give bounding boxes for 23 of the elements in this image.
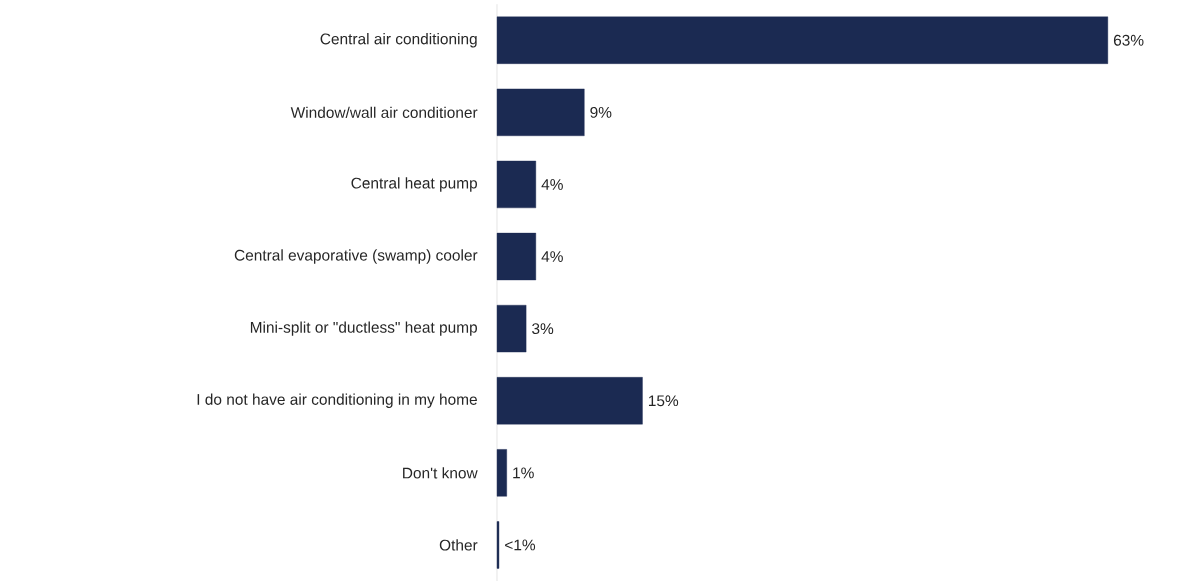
data-label: 3% (532, 323, 554, 335)
y-tick-label: I do not have air conditioning in my home (197, 393, 477, 408)
y-tick-label: Central heat pump (351, 177, 478, 192)
bar (496, 377, 643, 425)
y-tick-label: Don't know (403, 467, 478, 479)
bar (496, 88, 585, 136)
y-tick-label: Central air conditioning (320, 32, 477, 48)
bar (496, 232, 537, 281)
y-tick-label: Central evaporative (swamp) cooler (234, 249, 478, 264)
data-label: 1% (513, 467, 534, 479)
data-label: 4% (541, 178, 563, 190)
bar (496, 160, 537, 208)
data-label: <1% (505, 539, 536, 551)
data-label: 63% (1113, 34, 1144, 46)
bar (496, 304, 527, 353)
bar (496, 16, 1109, 64)
data-label: 9% (590, 106, 612, 118)
y-tick-label: Mini-split or "ductless" heat pump (250, 321, 477, 336)
bar (496, 449, 507, 497)
y-tick-label: Other (439, 539, 478, 551)
y-tick-label: Window/wall air conditioner (290, 106, 478, 118)
data-label: 4% (541, 251, 563, 262)
data-label: 15% (648, 395, 679, 407)
